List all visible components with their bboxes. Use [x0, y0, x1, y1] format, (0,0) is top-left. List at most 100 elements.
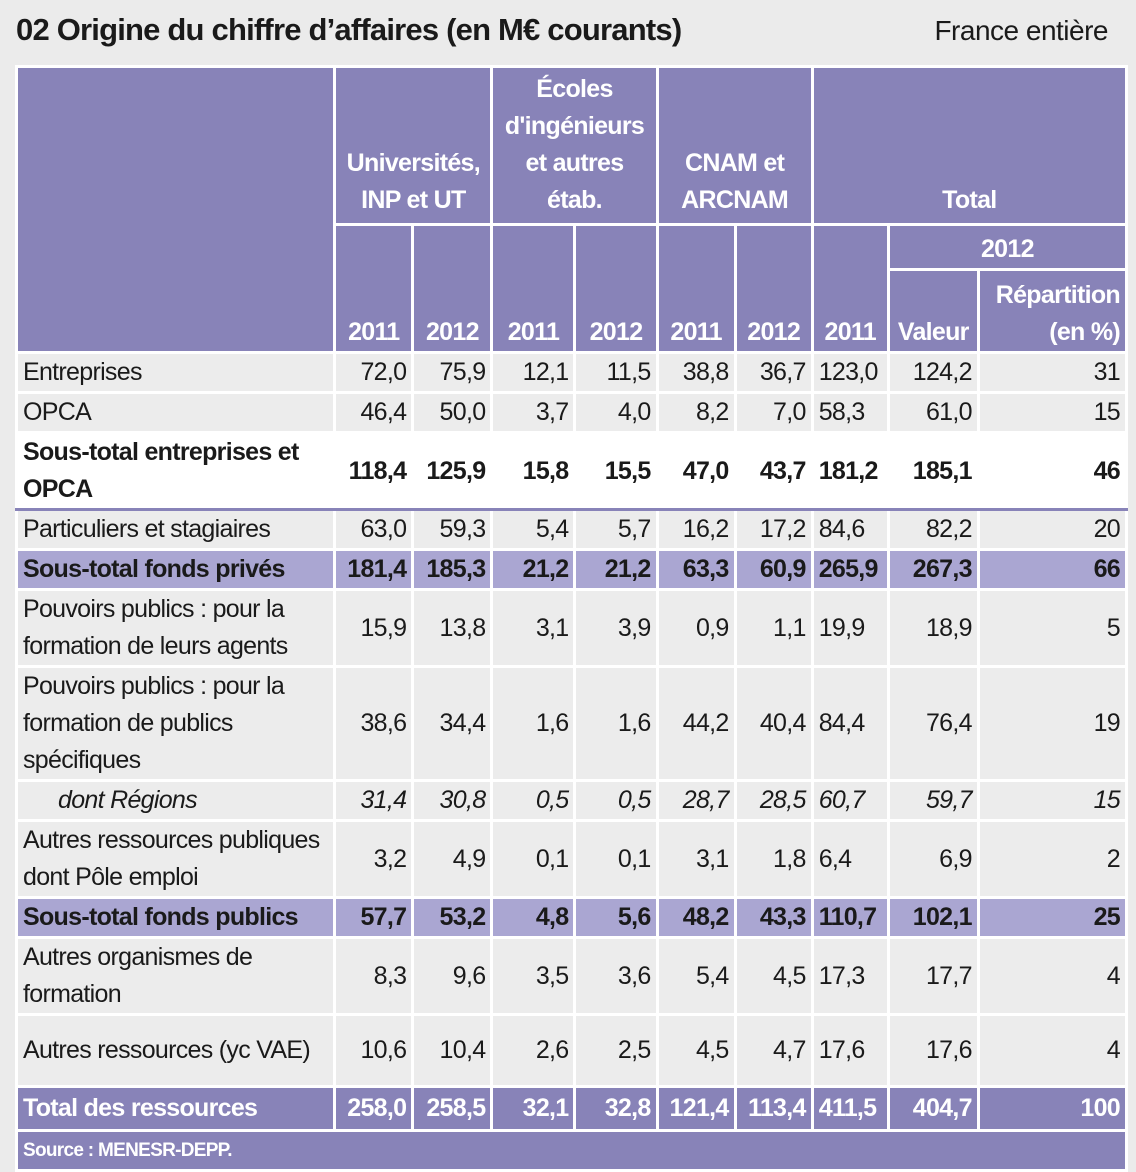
row-value: 2,6 — [490, 1013, 577, 1088]
row-value: 17,6 — [810, 1013, 890, 1088]
row-value: 60,9 — [733, 548, 814, 591]
row-value: 75,9 — [411, 351, 494, 394]
row-value: 30,8 — [411, 779, 494, 822]
row-value: 72,0 — [333, 351, 415, 394]
row-value: 3,7 — [490, 391, 577, 434]
row-value: 43,3 — [733, 896, 814, 939]
row-value: 125,9 — [411, 431, 494, 511]
table-row: Sous-total fonds privés 181,4 185,3 21,2 21,… — [14, 548, 1129, 591]
row-value: 17,3 — [810, 936, 890, 1016]
row-value: 1,6 — [490, 665, 577, 782]
row-value: 21,2 — [573, 548, 659, 591]
row-value: 102,1 — [886, 896, 980, 939]
row-value: 17,2 — [733, 508, 814, 551]
header-univ-2012: 2012 — [411, 223, 494, 354]
table-row: dont Régions 31,4 30,8 0,5 0,5 28,7 28,5 60,7 59… — [14, 779, 1129, 822]
row-value: 411,5 — [810, 1085, 890, 1132]
table-row: Pouvoirs publics : pour la formation de … — [14, 665, 1129, 782]
row-label: Sous-total fonds privés — [14, 548, 337, 591]
row-label: dont Régions — [14, 779, 337, 822]
header-repartition: Répartition (en %) — [976, 268, 1129, 354]
row-value: 6,4 — [810, 819, 890, 899]
row-value: 121,4 — [655, 1085, 737, 1132]
header-blank — [14, 65, 337, 354]
row-value: 181,2 — [810, 431, 890, 511]
row-value: 1,1 — [733, 588, 814, 668]
row-value: 15 — [976, 779, 1129, 822]
row-value: 63,3 — [655, 548, 737, 591]
row-value: 8,3 — [333, 936, 415, 1016]
row-value: 84,6 — [810, 508, 890, 551]
row-value: 57,7 — [333, 896, 415, 939]
row-value: 38,8 — [655, 351, 737, 394]
row-value: 4,9 — [411, 819, 494, 899]
row-value: 15,8 — [490, 431, 577, 511]
source-note: Source : MENESR-DEPP. — [15, 1129, 1128, 1172]
row-value: 20 — [976, 508, 1129, 551]
row-value: 13,8 — [411, 588, 494, 668]
row-value: 4,5 — [655, 1013, 737, 1088]
row-value: 15,9 — [333, 588, 415, 668]
row-value: 3,5 — [490, 936, 577, 1016]
row-value: 66 — [976, 548, 1129, 591]
row-value: 7,0 — [733, 391, 814, 434]
row-value: 44,2 — [655, 665, 737, 782]
row-value: 5,6 — [573, 896, 659, 939]
table-row: Sous-total fonds publics 57,7 53,2 4,8 5,6 48… — [14, 896, 1129, 939]
row-label: Pouvoirs publics : pour la formation de … — [14, 588, 337, 668]
row-value: 58,3 — [810, 391, 890, 434]
table-row: Total des ressources 258,0 258,5 32,1 32,8 12… — [14, 1085, 1129, 1132]
row-value: 5,4 — [655, 936, 737, 1016]
header-ecoles-2012: 2012 — [573, 223, 659, 354]
row-value: 11,5 — [573, 351, 659, 394]
row-value: 6,9 — [886, 819, 980, 899]
row-value: 4,5 — [733, 936, 814, 1016]
row-value: 0,5 — [490, 779, 577, 822]
row-value: 46 — [976, 431, 1129, 511]
row-value: 124,2 — [886, 351, 980, 394]
row-value: 10,4 — [411, 1013, 494, 1088]
header-universites: Universités, INP et UT — [333, 65, 494, 226]
row-value: 118,4 — [333, 431, 415, 511]
row-label: Autres organismes de formation — [14, 936, 337, 1016]
row-value: 110,7 — [810, 896, 890, 939]
row-value: 32,1 — [490, 1085, 577, 1132]
row-value: 4 — [976, 1013, 1129, 1088]
header-total: Total — [810, 65, 1129, 226]
row-value: 267,3 — [886, 548, 980, 591]
table-row: Autres ressources (yc VAE) 10,6 10,4 2,6 2,5… — [14, 1013, 1129, 1088]
row-value: 61,0 — [886, 391, 980, 434]
table-row: Pouvoirs publics : pour la formation de … — [14, 588, 1129, 668]
row-value: 0,1 — [573, 819, 659, 899]
row-value: 3,1 — [655, 819, 737, 899]
row-value: 17,6 — [886, 1013, 980, 1088]
row-value: 84,4 — [810, 665, 890, 782]
row-value: 34,4 — [411, 665, 494, 782]
table-title: 02 Origine du chiffre d’affaires (en M€ … — [16, 12, 682, 47]
row-value: 5 — [976, 588, 1129, 668]
row-value: 4,8 — [490, 896, 577, 939]
row-value: 48,2 — [655, 896, 737, 939]
row-value: 76,4 — [886, 665, 980, 782]
row-value: 3,6 — [573, 936, 659, 1016]
header-cnam-2012: 2012 — [733, 223, 814, 354]
table-row: Autres ressources publiques dont Pôle em… — [14, 819, 1129, 899]
row-value: 1,8 — [733, 819, 814, 899]
row-value: 19 — [976, 665, 1129, 782]
row-value: 16,2 — [655, 508, 737, 551]
row-value: 3,9 — [573, 588, 659, 668]
row-value: 15,5 — [573, 431, 659, 511]
row-value: 46,4 — [333, 391, 415, 434]
row-value: 12,1 — [490, 351, 577, 394]
row-value: 28,7 — [655, 779, 737, 822]
row-label: Autres ressources (yc VAE) — [14, 1013, 337, 1088]
row-value: 3,1 — [490, 588, 577, 668]
row-label: Sous-total fonds publics — [14, 896, 337, 939]
row-value: 404,7 — [886, 1085, 980, 1132]
region-label: France entière — [934, 15, 1108, 46]
row-value: 21,2 — [490, 548, 577, 591]
row-value: 36,7 — [733, 351, 814, 394]
row-value: 3,2 — [333, 819, 415, 899]
header-univ-2011: 2011 — [333, 223, 415, 354]
row-value: 5,4 — [490, 508, 577, 551]
